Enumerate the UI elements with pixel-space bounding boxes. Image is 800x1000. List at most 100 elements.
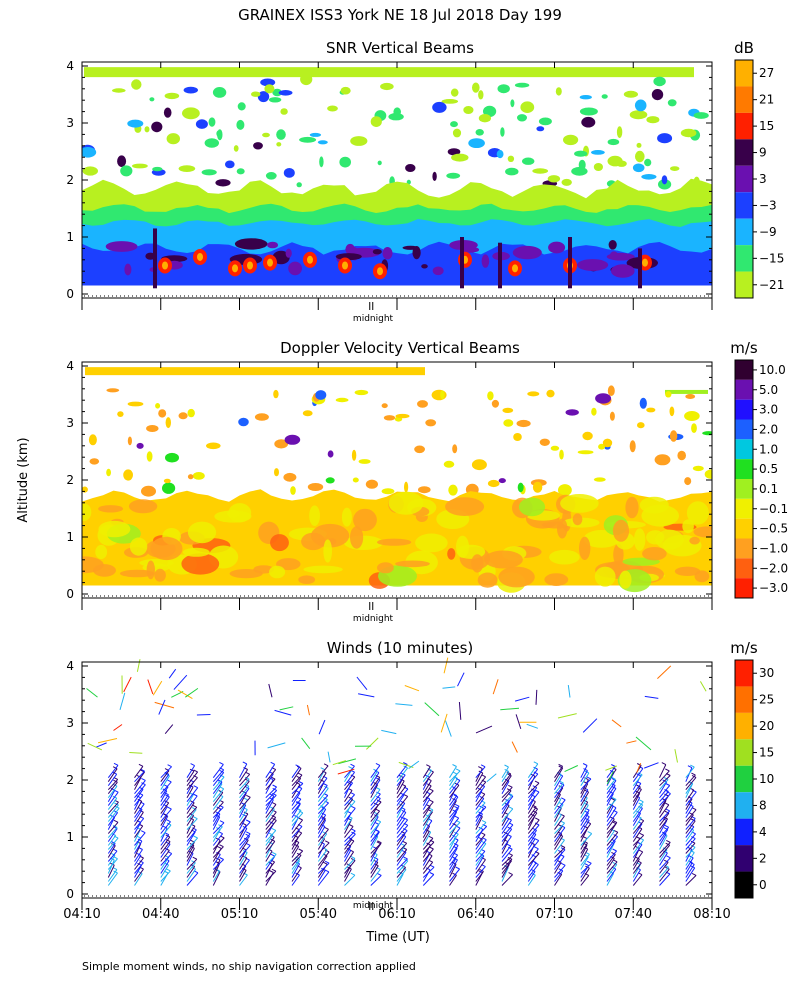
wind-barb bbox=[370, 816, 379, 830]
snr-core-patch bbox=[459, 246, 480, 253]
dop-patch bbox=[377, 538, 412, 546]
wind-barb bbox=[317, 772, 327, 786]
wind-barb-feather bbox=[403, 762, 408, 765]
y-tick-label: 1 bbox=[66, 830, 74, 844]
wind-barb-feather bbox=[218, 790, 224, 793]
snr-hotspot-core bbox=[377, 267, 383, 276]
wind-barb bbox=[685, 767, 693, 782]
wind-barb-feather bbox=[692, 789, 697, 793]
dop-speckle bbox=[178, 412, 188, 420]
colorbar-label: 15 bbox=[759, 746, 774, 760]
wind-barb-feather bbox=[324, 840, 330, 844]
dop-speckle bbox=[702, 431, 712, 436]
dop-patch bbox=[298, 575, 316, 584]
wind-barb-feather bbox=[534, 780, 540, 784]
wind-barb-feather bbox=[112, 771, 117, 775]
wind-barb bbox=[186, 795, 198, 810]
wind-barb bbox=[580, 833, 593, 846]
wind-barb bbox=[396, 794, 405, 806]
snr-speckle bbox=[478, 114, 491, 123]
wind-barb bbox=[422, 855, 433, 870]
wind-barb bbox=[659, 804, 670, 818]
snr-speckle bbox=[446, 172, 461, 179]
dop-patch bbox=[634, 528, 646, 551]
wind-barb-feather bbox=[611, 851, 616, 855]
snr-speckle bbox=[144, 126, 150, 133]
dop-speckle bbox=[598, 443, 606, 450]
dop-speckle bbox=[471, 459, 487, 471]
dop-patch bbox=[619, 570, 632, 589]
wind-barb bbox=[291, 863, 301, 878]
wind-barb bbox=[554, 807, 562, 822]
snr-core-patch bbox=[234, 238, 268, 250]
wind-barb bbox=[160, 790, 168, 802]
wind-barb bbox=[239, 792, 247, 806]
wind-barb-feather bbox=[271, 827, 277, 831]
wind-barb-feather bbox=[403, 856, 408, 860]
dop-speckle bbox=[381, 488, 395, 495]
wind-barb bbox=[659, 775, 671, 787]
wind-barb-feather bbox=[582, 763, 588, 766]
wind-barb-feather bbox=[455, 866, 460, 870]
wind-barb bbox=[475, 802, 486, 814]
wind-barb bbox=[606, 850, 617, 862]
wind-barb bbox=[317, 871, 330, 886]
wind-barb-feather bbox=[219, 761, 224, 765]
wind-barb-feather bbox=[429, 846, 434, 850]
wind-barb bbox=[134, 777, 142, 790]
wind-barb bbox=[501, 775, 512, 790]
dop-speckle bbox=[565, 409, 579, 416]
wind-barb bbox=[659, 810, 671, 822]
snr-speckle bbox=[319, 156, 324, 168]
wind-barb bbox=[396, 858, 408, 870]
wind-barb-feather bbox=[611, 764, 616, 767]
wind-barb-feather bbox=[298, 817, 303, 821]
wind-barb-feather bbox=[295, 764, 300, 768]
wind-barb-feather bbox=[137, 871, 143, 875]
wind-barb bbox=[475, 798, 485, 810]
wind-barb-feather bbox=[666, 855, 671, 859]
wind-barb bbox=[317, 819, 327, 834]
dop-patch bbox=[253, 565, 274, 574]
wind-barb-feather bbox=[140, 768, 145, 772]
dop-speckle bbox=[365, 479, 378, 489]
wind-barb bbox=[685, 846, 696, 858]
wind-barb bbox=[396, 796, 409, 810]
dop-speckle bbox=[351, 449, 357, 461]
wind-barb bbox=[370, 836, 379, 850]
snr-colorbar: 27 21 15 9 3 −3 −9 −15 −21 bbox=[734, 59, 784, 299]
snr-hotspot-core bbox=[342, 261, 348, 270]
dop-patch bbox=[146, 560, 155, 580]
wind-barb bbox=[317, 828, 329, 842]
wind-barb bbox=[265, 870, 277, 882]
wind-barb bbox=[212, 764, 224, 779]
dop-speckle bbox=[187, 474, 194, 480]
winds-x-axis: 04:10 04:40 05:10 05:40 06:10 06:40 07:10 07:40… bbox=[63, 662, 731, 922]
wind-barb bbox=[527, 773, 539, 787]
wind-barb bbox=[527, 763, 539, 778]
wind-barb-feather bbox=[376, 795, 381, 799]
wind-barb bbox=[370, 854, 378, 866]
wind-barb-aloft bbox=[644, 762, 659, 769]
wind-barb bbox=[344, 845, 352, 858]
wind-barb bbox=[554, 835, 564, 850]
snr-speckle bbox=[636, 142, 642, 148]
wind-barb-feather bbox=[612, 861, 618, 865]
wind-barb bbox=[501, 780, 510, 794]
wind-barb bbox=[501, 794, 513, 806]
wind-barb-aloft bbox=[337, 768, 355, 775]
snr-speckle bbox=[388, 113, 404, 121]
wind-barb-feather bbox=[560, 845, 566, 848]
wind-barb bbox=[606, 780, 617, 794]
wind-barb-feather bbox=[350, 872, 356, 876]
wind-barb bbox=[659, 835, 668, 850]
snr-speckle bbox=[667, 99, 677, 107]
wind-barb bbox=[160, 853, 173, 866]
wind-barb bbox=[449, 868, 460, 882]
wind-barb bbox=[632, 858, 640, 870]
dop-speckle bbox=[163, 478, 171, 484]
snr-speckle bbox=[563, 134, 579, 146]
wind-barb bbox=[475, 822, 487, 834]
wind-barb bbox=[160, 774, 170, 786]
